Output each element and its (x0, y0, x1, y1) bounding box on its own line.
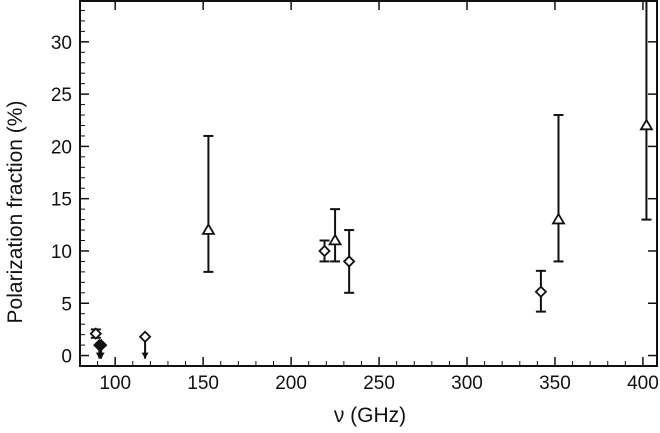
x-tick-label: 250 (363, 373, 395, 394)
x-tick-label: 150 (187, 373, 219, 394)
y-tick-label: 5 (61, 294, 72, 315)
y-tick-label: 25 (51, 85, 72, 106)
data-point (551, 212, 566, 225)
y-axis-label: Polarization fraction (%) (4, 101, 27, 324)
x-tick-label: 200 (275, 373, 307, 394)
tick-labels: 100 150 200 250 300 350 400 0 5 10 15 20 25 30 (51, 33, 659, 394)
data-point (328, 233, 343, 246)
data-point (94, 338, 108, 352)
data-point (201, 222, 216, 235)
x-tick-label: 300 (451, 373, 483, 394)
y-tick-label: 15 (51, 190, 72, 211)
y-tick-label: 30 (51, 33, 72, 54)
plot-frame (79, 0, 658, 367)
data-marks (89, 0, 654, 359)
data-point (138, 330, 152, 343)
y-tick-label: 10 (51, 242, 72, 263)
x-axis-label: ν (GHz) (334, 404, 406, 427)
x-tick-label: 100 (99, 373, 131, 394)
data-point (534, 285, 548, 299)
upper-limit-arrow (97, 352, 105, 359)
ticks (80, 1, 657, 366)
x-tick-label: 350 (539, 373, 571, 394)
y-tick-label: 20 (51, 137, 72, 158)
y-tick-label: 0 (61, 347, 72, 368)
data-point (89, 327, 103, 340)
data-point (318, 244, 331, 258)
data-point (639, 118, 654, 131)
upper-limit-arrow (141, 352, 149, 359)
x-tick-label: 400 (627, 373, 659, 394)
data-point (342, 255, 356, 268)
